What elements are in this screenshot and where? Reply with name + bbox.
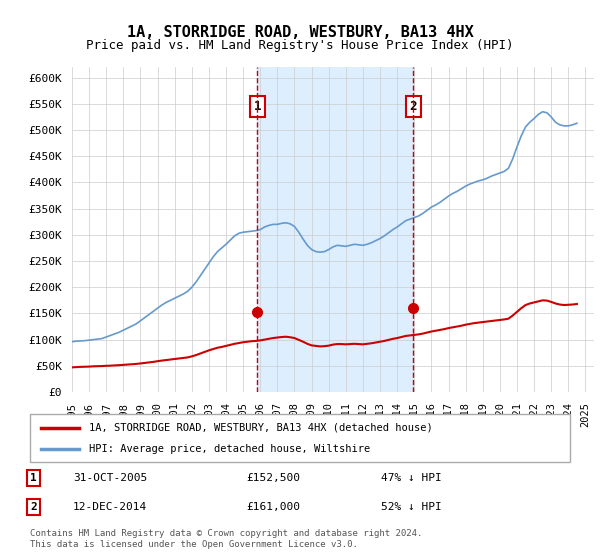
Text: 31-OCT-2005: 31-OCT-2005 [73,473,148,483]
Text: HPI: Average price, detached house, Wiltshire: HPI: Average price, detached house, Wilt… [89,444,371,454]
Text: 1: 1 [254,100,261,113]
Text: 52% ↓ HPI: 52% ↓ HPI [381,502,442,512]
Text: 1A, STORRIDGE ROAD, WESTBURY, BA13 4HX (detached house): 1A, STORRIDGE ROAD, WESTBURY, BA13 4HX (… [89,423,433,433]
Text: 1: 1 [30,473,37,483]
Text: £152,500: £152,500 [246,473,300,483]
Text: £161,000: £161,000 [246,502,300,512]
Text: 47% ↓ HPI: 47% ↓ HPI [381,473,442,483]
Bar [257,67,413,392]
Text: 12-DEC-2014: 12-DEC-2014 [73,502,148,512]
Text: Contains HM Land Registry data © Crown copyright and database right 2024.
This d: Contains HM Land Registry data © Crown c… [30,529,422,549]
Text: 2: 2 [30,502,37,512]
Text: 1A, STORRIDGE ROAD, WESTBURY, BA13 4HX: 1A, STORRIDGE ROAD, WESTBURY, BA13 4HX [127,25,473,40]
Text: 2: 2 [410,100,417,113]
FancyBboxPatch shape [30,414,570,462]
Text: Price paid vs. HM Land Registry's House Price Index (HPI): Price paid vs. HM Land Registry's House … [86,39,514,52]
